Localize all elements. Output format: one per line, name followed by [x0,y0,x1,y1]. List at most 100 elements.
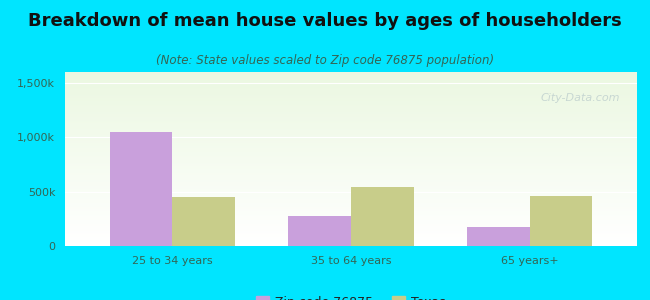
Bar [65,172,637,173]
Bar [65,201,637,202]
Bar [65,106,637,107]
Bar [65,135,637,136]
Bar [65,190,637,191]
Bar [65,110,637,111]
Bar [530,196,592,246]
Bar [65,189,637,190]
Bar [65,150,637,151]
Bar [65,227,637,228]
Bar [65,145,637,146]
Bar [65,119,637,120]
Bar [65,142,637,143]
Bar [65,167,637,168]
Bar [65,166,637,167]
Bar [65,104,637,105]
Bar [65,98,637,99]
Bar [65,161,637,162]
Bar [65,183,637,184]
Bar [65,75,637,76]
Bar [65,72,637,73]
Bar [65,221,637,222]
Bar [65,234,637,235]
Bar [65,236,637,237]
Bar [65,225,637,226]
Bar [65,229,637,230]
Bar [65,91,637,92]
Bar [65,153,637,154]
Bar [65,113,637,114]
Bar [65,213,637,214]
Bar [65,231,637,232]
Bar [65,174,637,175]
Bar [65,165,637,166]
Bar [65,169,637,170]
Bar [65,115,637,116]
Bar [65,228,637,229]
Bar [65,200,637,201]
Bar [65,214,637,215]
Bar [65,90,637,91]
Bar [65,147,637,148]
Bar [65,136,637,137]
Bar [65,203,637,204]
Bar [65,219,637,220]
Bar [65,139,637,140]
Bar [65,132,637,133]
Bar [65,111,637,112]
Bar [65,82,637,83]
Bar [65,152,637,153]
Bar [65,77,637,78]
Bar [65,220,637,221]
Bar [65,102,637,103]
Bar [65,186,637,187]
Bar [65,89,637,90]
Bar [65,194,637,195]
Bar [65,169,637,170]
Bar [65,99,637,100]
Bar [65,155,637,156]
Bar [65,240,637,241]
Bar [65,116,637,117]
Bar [65,204,637,205]
Bar [289,216,351,246]
Bar [65,193,637,194]
Bar [65,170,637,171]
Text: City-Data.com: City-Data.com [540,93,620,103]
Bar [65,218,637,219]
Bar [65,85,637,86]
Bar [65,163,637,164]
Bar [65,74,637,75]
Bar [110,132,172,246]
Bar [65,117,637,118]
Bar [65,134,637,135]
Bar [65,230,637,231]
Bar [65,181,637,182]
Bar [65,84,637,85]
Bar [65,202,637,203]
Bar [65,126,637,127]
Bar [65,244,637,245]
Bar [65,73,637,74]
Bar [65,157,637,158]
Bar [65,154,637,155]
Bar [65,208,637,209]
Bar [65,238,637,239]
Bar [65,245,637,246]
Bar [65,216,637,217]
Bar [65,80,637,81]
Text: (Note: State values scaled to Zip code 76875 population): (Note: State values scaled to Zip code 7… [156,54,494,67]
Bar [65,232,637,233]
Bar [65,197,637,198]
Bar [65,83,637,84]
Bar [65,137,637,138]
Bar [65,148,637,149]
Bar [65,184,637,185]
Bar [65,243,637,244]
Bar [65,207,637,208]
Bar [65,162,637,163]
Bar [65,233,637,234]
Bar [65,105,637,106]
Bar [65,241,637,242]
Bar [467,227,530,246]
Bar [65,129,637,130]
